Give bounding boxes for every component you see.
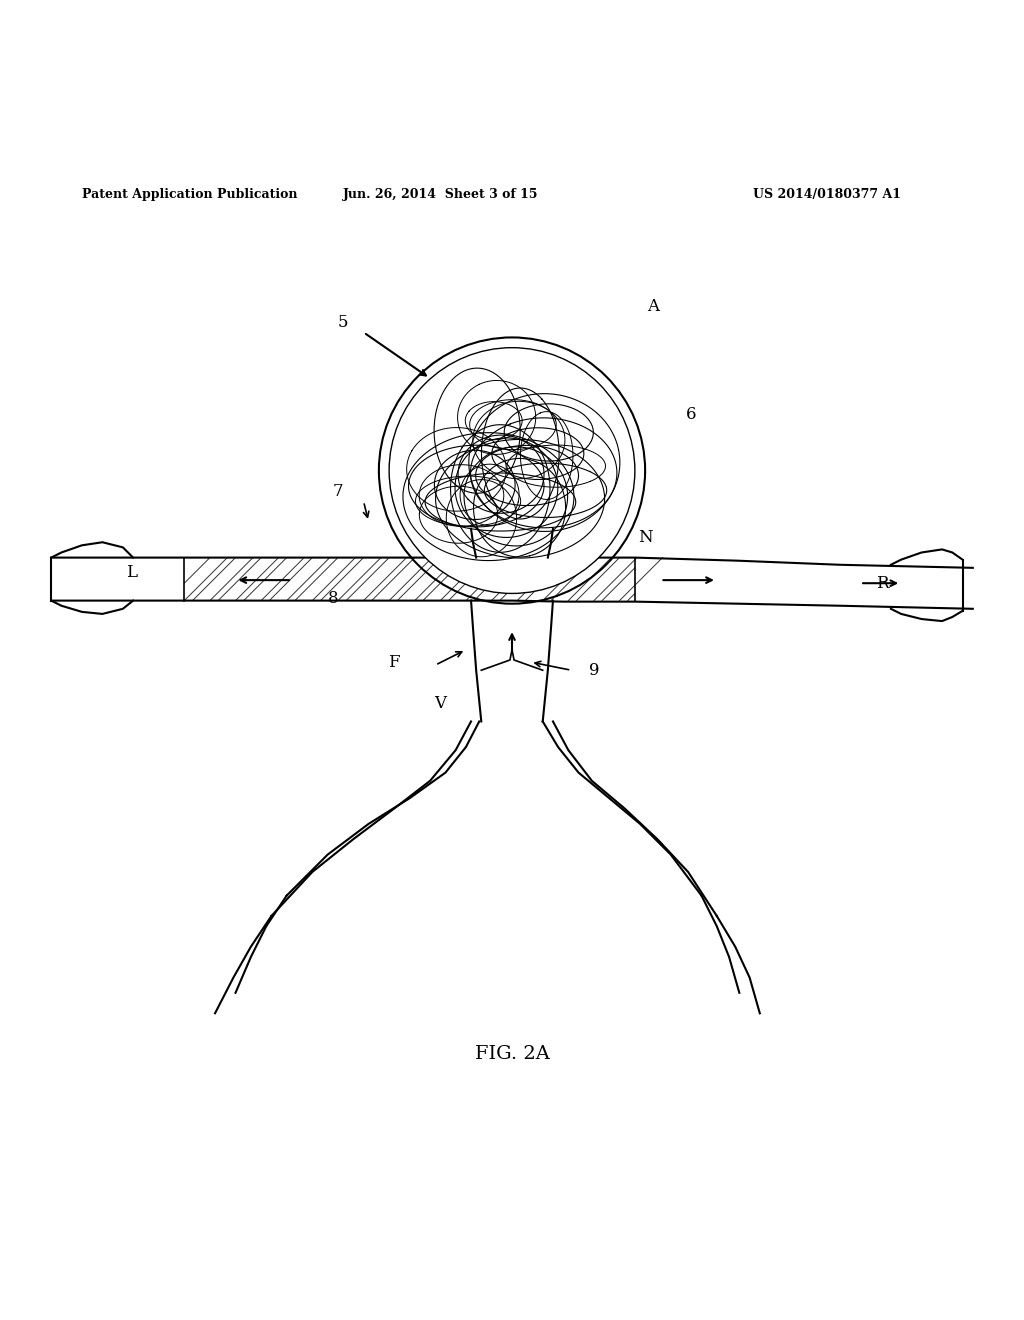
Text: Patent Application Publication: Patent Application Publication <box>82 187 297 201</box>
Text: 6: 6 <box>686 405 696 422</box>
Text: V: V <box>434 694 446 711</box>
Text: R: R <box>877 574 889 591</box>
Text: A: A <box>647 298 659 315</box>
Text: N: N <box>638 528 652 545</box>
Text: F: F <box>388 653 400 671</box>
Text: L: L <box>126 565 136 581</box>
Text: US 2014/0180377 A1: US 2014/0180377 A1 <box>753 187 901 201</box>
Text: 5: 5 <box>338 314 348 330</box>
Text: FIG. 2A: FIG. 2A <box>474 1045 550 1063</box>
Bar <box>184 557 635 601</box>
Circle shape <box>389 347 635 594</box>
Text: Jun. 26, 2014  Sheet 3 of 15: Jun. 26, 2014 Sheet 3 of 15 <box>343 187 538 201</box>
Text: 9: 9 <box>589 661 599 678</box>
Text: 8: 8 <box>328 590 338 607</box>
Text: 7: 7 <box>333 483 343 499</box>
